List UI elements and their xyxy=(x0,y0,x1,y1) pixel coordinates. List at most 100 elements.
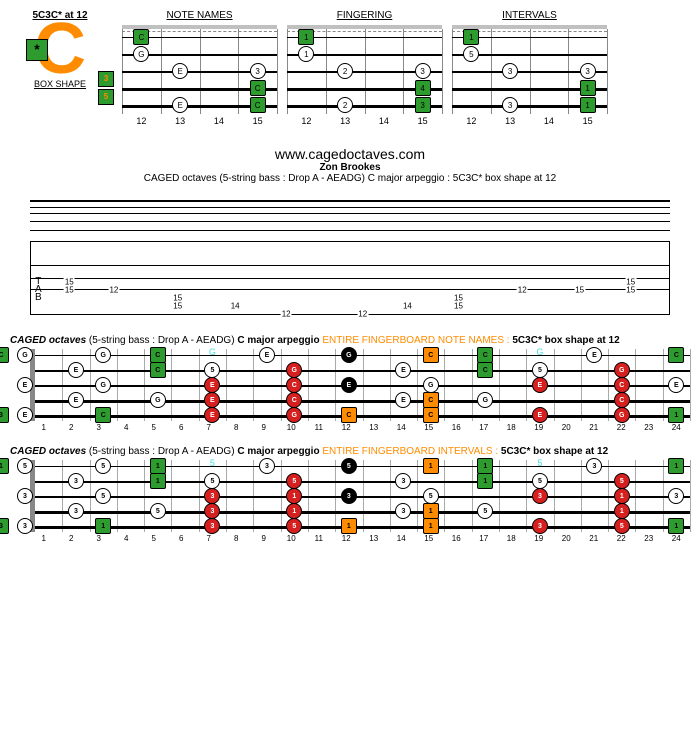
fb-note: E xyxy=(204,407,220,423)
fb-note: 3 xyxy=(204,503,220,519)
fb-note: 5 xyxy=(532,473,548,489)
fret-numbers: 123456789101112131415161718192021222324 xyxy=(30,423,690,432)
note-marker: 3 xyxy=(415,63,431,79)
fb-note: E xyxy=(204,392,220,408)
fret-numbers: 12131415 xyxy=(287,116,442,126)
big-c-letter: C * 3 5 xyxy=(10,21,110,79)
fb-note: C xyxy=(0,347,9,363)
fb-note: C xyxy=(477,347,493,363)
fb-note: 1 xyxy=(341,518,357,534)
fret-diagram: INTERVALS153313112131415 xyxy=(452,10,607,126)
fb-note: 3 xyxy=(17,488,33,504)
fb-note: G xyxy=(423,377,439,393)
inlay: G xyxy=(536,347,543,357)
fb-note: C xyxy=(477,362,493,378)
note-marker: 1 xyxy=(580,97,596,113)
fb-note: 1 xyxy=(423,518,439,534)
fb-note: G xyxy=(614,362,630,378)
fret-numbers: 123456789101112131415161718192021222324 xyxy=(30,534,690,543)
note-marker: 4 xyxy=(415,80,431,96)
fb-note: 1 xyxy=(614,488,630,504)
fb-note: 3 xyxy=(0,407,9,423)
fret-numbers: 12131415 xyxy=(122,116,277,126)
fb-note: 3 xyxy=(204,518,220,534)
note-marker: 3 xyxy=(502,63,518,79)
fb-note: C xyxy=(150,362,166,378)
tab-number: 12 xyxy=(281,310,292,319)
note-marker: 1 xyxy=(298,29,314,45)
fb-note: 5 xyxy=(95,458,111,474)
inlay: G xyxy=(209,347,216,357)
fb-note: E xyxy=(259,347,275,363)
fb-note: C xyxy=(150,347,166,363)
note-marker: 2 xyxy=(337,97,353,113)
marker-3: 3 xyxy=(98,71,114,87)
note-marker: C xyxy=(250,80,266,96)
fb-note: 3 xyxy=(259,458,275,474)
fb-note: C xyxy=(341,407,357,423)
note-marker: 5 xyxy=(463,46,479,62)
fb-note: E xyxy=(17,377,33,393)
tab-number: 15 xyxy=(453,302,464,311)
fb-note: E xyxy=(532,377,548,393)
star-marker: * xyxy=(26,39,48,61)
diagram-title: NOTE NAMES xyxy=(122,10,277,21)
fb-note: 5 xyxy=(341,458,357,474)
composer: Zon Brookes xyxy=(10,162,690,173)
fb-note: 3 xyxy=(17,518,33,534)
note-marker: 1 xyxy=(580,80,596,96)
fretboards: CAGED octaves (5-string bass : Drop A - … xyxy=(10,335,690,543)
note-marker: 3 xyxy=(415,97,431,113)
site-url: www.cagedoctaves.com xyxy=(10,146,690,162)
fb-note: 1 xyxy=(477,458,493,474)
diagram-grid: 1533131 xyxy=(452,25,607,114)
tab-number: 15 xyxy=(574,286,585,295)
box-shape: 5C3C* at 12 C * 3 5 BOX SHAPE xyxy=(10,10,110,126)
fb-note: E xyxy=(668,377,684,393)
fb-note: G xyxy=(614,407,630,423)
fb-note: 3 xyxy=(395,473,411,489)
fretboard-section: CAGED octaves (5-string bass : Drop A - … xyxy=(10,446,690,543)
top-diagrams: NOTE NAMESCGE3CEC12131415FINGERING112342… xyxy=(122,10,607,126)
tab-number: 15 xyxy=(625,286,636,295)
inlay: 5 xyxy=(210,458,215,468)
fb-note: C xyxy=(423,347,439,363)
fb-note: 1 xyxy=(150,458,166,474)
fb-note: 5 xyxy=(17,458,33,474)
fb-note: 3 xyxy=(68,503,84,519)
fb-note: 5 xyxy=(204,473,220,489)
fb-note: 5 xyxy=(532,362,548,378)
note-marker: 3 xyxy=(502,97,518,113)
fb-note: 1 xyxy=(150,473,166,489)
fb-note: E xyxy=(395,392,411,408)
tab-label: TAB xyxy=(35,278,42,302)
fb-note: E xyxy=(17,407,33,423)
fb-note: 1 xyxy=(286,488,302,504)
fb-note: C xyxy=(286,392,302,408)
fb-note: 3 xyxy=(204,488,220,504)
tab-staff: TAB 151512151514121214151512151515 xyxy=(30,241,670,315)
fb-note: 5 xyxy=(286,473,302,489)
fb-note: 1 xyxy=(95,518,111,534)
fretboard-title: CAGED octaves (5-string bass : Drop A - … xyxy=(10,335,690,346)
diagram-title: INTERVALS xyxy=(452,10,607,21)
fb-note: 5 xyxy=(423,488,439,504)
fb-note: E xyxy=(341,377,357,393)
fb-note: 3 xyxy=(532,518,548,534)
fb-note: G xyxy=(17,347,33,363)
fb-note: C xyxy=(423,392,439,408)
fb-note: 3 xyxy=(586,458,602,474)
tab-number: 12 xyxy=(108,286,119,295)
fb-note: 3 xyxy=(668,488,684,504)
fb-note: 1 xyxy=(286,503,302,519)
inlay: 5 xyxy=(537,458,542,468)
fb-note: 5 xyxy=(614,518,630,534)
note-marker: E xyxy=(172,97,188,113)
fb-note: E xyxy=(532,407,548,423)
fb-note: 3 xyxy=(0,518,9,534)
note-marker: G xyxy=(133,46,149,62)
small-markers: 3 5 xyxy=(98,71,114,107)
note-marker: 1 xyxy=(298,46,314,62)
fret-numbers: 12131415 xyxy=(452,116,607,126)
fret-diagram: NOTE NAMESCGE3CEC12131415 xyxy=(122,10,277,126)
